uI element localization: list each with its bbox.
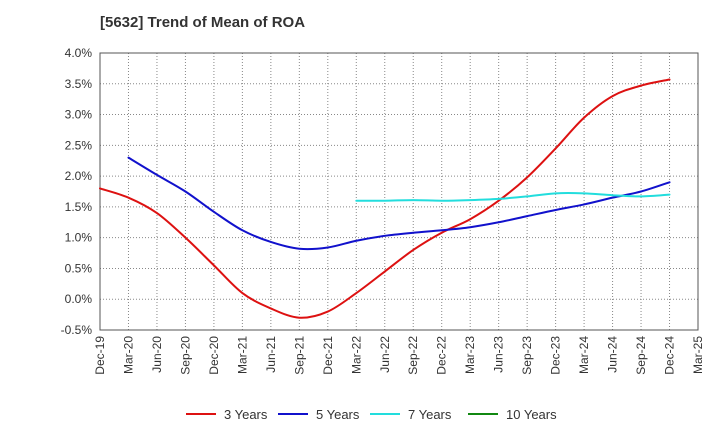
x-tick-label: Dec-22: [435, 336, 449, 375]
legend-label-7-years: 7 Years: [408, 407, 452, 422]
legend-label-10-years: 10 Years: [506, 407, 557, 422]
x-tick-label: Jun-23: [492, 336, 506, 373]
series-line-3-years: [99, 78, 671, 319]
y-tick-label: 3.5%: [65, 77, 93, 91]
y-tick-label: 1.5%: [65, 200, 93, 214]
series-line-7-years: [355, 192, 671, 202]
x-tick-label: Jun-22: [378, 336, 392, 373]
x-tick-label: Sep-22: [406, 336, 420, 375]
x-tick-label: Sep-20: [178, 336, 192, 375]
y-tick-label: 2.5%: [65, 138, 93, 152]
plot-area: [100, 53, 698, 330]
x-tick-label: Dec-21: [321, 336, 335, 375]
x-tick-label: Mar-24: [577, 336, 591, 374]
x-tick-label: Dec-23: [549, 336, 563, 375]
y-tick-label: -0.5%: [61, 323, 93, 337]
x-tick-label: Dec-20: [207, 336, 221, 375]
x-tick-label: Jun-20: [150, 336, 164, 373]
x-tick-label: Mar-22: [349, 336, 363, 374]
legend-label-5-years: 5 Years: [316, 407, 360, 422]
x-tick-label: Sep-23: [520, 336, 534, 375]
x-tick-label: Mar-21: [235, 336, 249, 374]
legend-label-3-years: 3 Years: [224, 407, 268, 422]
x-tick-label: Sep-21: [292, 336, 306, 375]
x-tick-label: Mar-20: [121, 336, 135, 374]
x-tick-label: Mar-25: [691, 336, 705, 374]
x-tick-label: Dec-19: [93, 336, 107, 375]
y-tick-label: 2.0%: [65, 169, 93, 183]
y-tick-label: 1.0%: [65, 231, 93, 245]
y-tick-label: 4.0%: [65, 46, 93, 60]
y-tick-label: 3.0%: [65, 108, 93, 122]
plot-border: [99, 52, 699, 331]
x-tick-label: Sep-24: [634, 336, 648, 375]
y-tick-label: 0.5%: [65, 261, 93, 275]
x-tick-label: Dec-24: [663, 336, 677, 375]
y-tick-label: 0.0%: [65, 292, 93, 306]
series-line-5-years: [127, 156, 671, 251]
x-tick-label: Mar-23: [463, 336, 477, 374]
x-tick-label: Jun-21: [264, 336, 278, 373]
x-tick-label: Jun-24: [606, 336, 620, 373]
chart-title: [5632] Trend of Mean of ROA: [100, 14, 306, 31]
